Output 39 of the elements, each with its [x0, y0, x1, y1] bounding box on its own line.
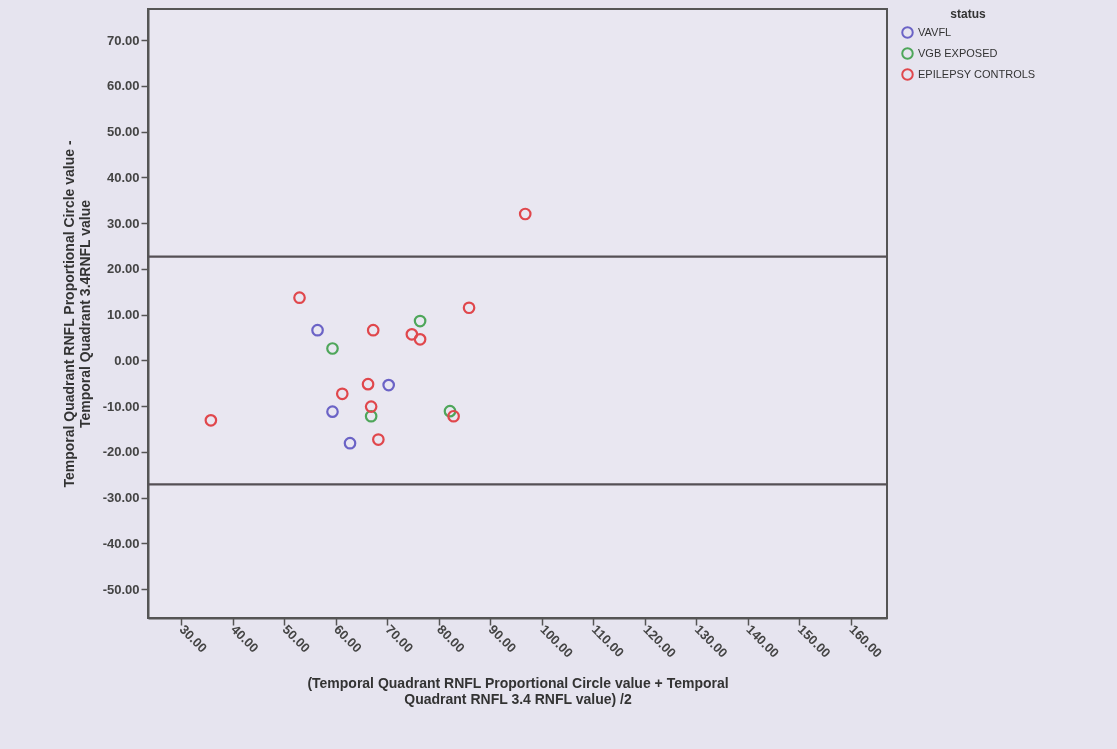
- y-tick-label: 30.00: [106, 215, 140, 231]
- point: [413, 314, 427, 328]
- point: [447, 409, 460, 423]
- y-tick-label: -40.00: [102, 535, 140, 551]
- y-tick-label: -20.00: [102, 444, 140, 460]
- point: [361, 377, 375, 391]
- legend-label: VGB EXPOSED: [918, 46, 998, 59]
- y-axis-title: Temporal Quadrant RNFL Proportional Circle value - Temporal Quadrant 3.4RNFL value: [60, 140, 93, 488]
- point: [335, 387, 349, 401]
- legend-title: status: [950, 7, 986, 21]
- point: [443, 404, 457, 418]
- legend-label: EPILEPSY CONTROLS: [918, 67, 1036, 80]
- y-tick-label: 40.00: [106, 169, 140, 185]
- y-tick-label: -30.00: [102, 490, 140, 506]
- point: [311, 323, 324, 337]
- y-tick-label: 0.00: [114, 352, 140, 368]
- y-tick-label: 10.00: [106, 307, 140, 323]
- y-tick-label: -10.00: [102, 398, 140, 414]
- point: [326, 342, 339, 355]
- y-tick-label: 20.00: [106, 261, 140, 277]
- point: [462, 301, 476, 315]
- point: [372, 433, 385, 446]
- y-tick-label: 70.00: [106, 32, 140, 48]
- y-tick-label: -50.00: [102, 581, 140, 597]
- point: [364, 409, 378, 423]
- point: [204, 414, 218, 427]
- x-axis-title: (Temporal Quadrant RNFL Proportional Circle value + Temporal Quadrant RNFL 3.4 RNFL value) /2: [307, 674, 729, 707]
- point: [364, 400, 378, 413]
- legend-label: VAVFL: [918, 25, 952, 38]
- y-tick-label: 60.00: [106, 78, 140, 94]
- point: [293, 291, 306, 305]
- point: [326, 405, 339, 418]
- point: [518, 207, 532, 221]
- point: [382, 378, 396, 392]
- point: [413, 333, 427, 346]
- point: [405, 327, 419, 341]
- y-tick-label: 50.00: [106, 124, 140, 140]
- point: [343, 436, 357, 450]
- point: [366, 323, 380, 337]
